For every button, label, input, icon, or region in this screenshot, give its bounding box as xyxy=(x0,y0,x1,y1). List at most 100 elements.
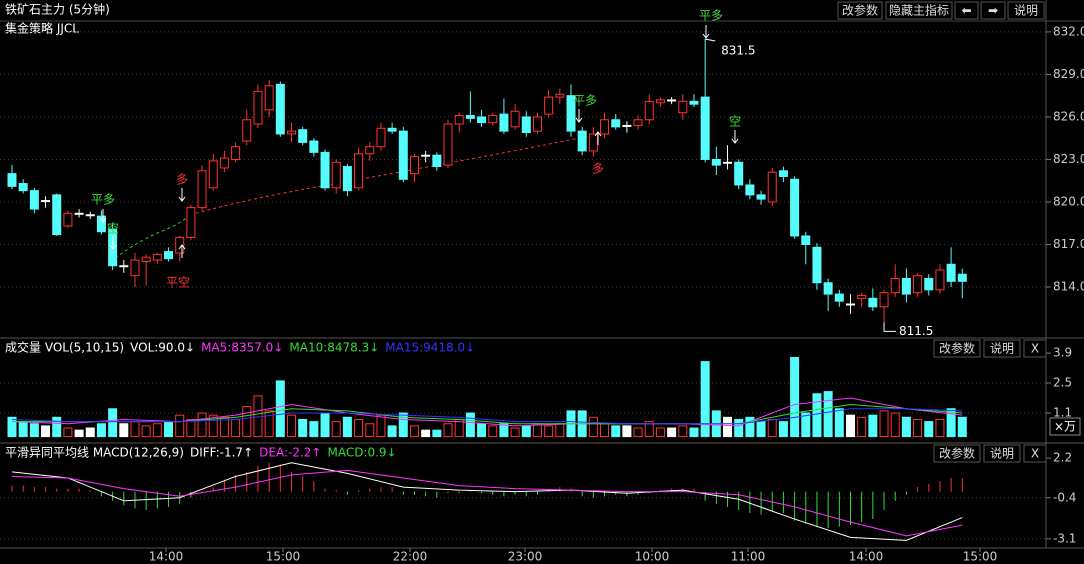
volume-bar xyxy=(342,416,352,438)
candle-body xyxy=(96,215,106,233)
y-tick-label: 826.0 xyxy=(1053,109,1084,123)
candle-body xyxy=(689,100,699,105)
volume-bar xyxy=(152,423,162,438)
volume-bar xyxy=(387,425,397,438)
signal-arrow xyxy=(99,209,107,223)
candle-body xyxy=(745,184,755,196)
volume-bar xyxy=(52,416,62,438)
signal-label: 平多 xyxy=(573,94,597,108)
pane-button[interactable] xyxy=(933,339,981,358)
indicator-line xyxy=(11,469,963,537)
volume-bar xyxy=(477,423,487,438)
indicator-title: 集金策略 JJCL xyxy=(5,21,79,36)
candle-body xyxy=(879,292,889,308)
toolbar-button-label[interactable]: 隐藏主指标 xyxy=(889,3,949,18)
candle-body xyxy=(74,212,84,215)
volume-bar xyxy=(331,421,341,438)
pane-button-label[interactable]: 改参数 xyxy=(939,341,975,356)
toolbar-button-label[interactable]: ⬅ xyxy=(961,4,971,18)
legend-entry: DEA:-2.2↑ xyxy=(259,446,321,460)
candle-body xyxy=(387,127,397,132)
volume-bar xyxy=(655,427,665,438)
volume-bar xyxy=(857,416,867,438)
pane-button[interactable] xyxy=(983,339,1021,358)
pane-button-label[interactable]: 说明 xyxy=(990,341,1014,356)
pane-button[interactable] xyxy=(1023,444,1047,463)
candle-body xyxy=(52,194,62,236)
trend-line xyxy=(189,135,591,216)
volume-bar xyxy=(846,414,855,438)
candle-body xyxy=(41,200,51,203)
candle-body xyxy=(588,133,598,152)
volume-bar xyxy=(510,427,520,438)
candle-body xyxy=(119,265,129,268)
max-label: 831.5 xyxy=(721,44,755,58)
volume-bar xyxy=(588,416,598,438)
candle-body xyxy=(298,129,308,143)
candle-body xyxy=(600,119,610,135)
candle-body xyxy=(141,256,151,262)
max-pointer xyxy=(705,38,716,42)
volume-bar xyxy=(242,406,252,438)
pane-button[interactable] xyxy=(933,444,981,463)
x-tick-label: 11:00 xyxy=(731,550,766,564)
candle-body xyxy=(790,178,800,237)
volume-bar xyxy=(812,393,822,438)
volume-bar xyxy=(823,391,833,438)
candle-body xyxy=(611,119,621,128)
candle-body xyxy=(488,115,498,124)
volume-bar xyxy=(544,425,554,438)
pane-button[interactable] xyxy=(983,444,1021,463)
y-tick-label: -0.4 xyxy=(1053,490,1076,504)
volume-bar xyxy=(208,414,218,438)
toolbar-button[interactable] xyxy=(1007,1,1045,20)
pane-button[interactable] xyxy=(1023,339,1047,358)
volume-bar xyxy=(734,418,744,438)
candle-body xyxy=(555,93,565,98)
header-bg xyxy=(0,339,1046,357)
volume-bar xyxy=(85,427,95,438)
candle-body xyxy=(63,212,73,227)
candle-body xyxy=(890,277,900,294)
volume-bar xyxy=(309,421,319,438)
pane-button-label[interactable]: 说明 xyxy=(990,446,1014,461)
candle-body xyxy=(901,277,911,295)
toolbar-button[interactable] xyxy=(954,1,979,20)
pane-button-label[interactable]: 改参数 xyxy=(939,446,975,461)
volume-bar xyxy=(790,356,800,438)
candle-body xyxy=(85,214,95,217)
candle-body xyxy=(801,235,811,245)
y-tick-label: 820.0 xyxy=(1053,194,1084,208)
toolbar-button[interactable] xyxy=(885,1,953,20)
pane-button-label[interactable]: X xyxy=(1031,342,1039,356)
candle-body xyxy=(510,110,520,128)
candle-body xyxy=(577,130,587,152)
candle-body xyxy=(309,140,319,153)
toolbar-button-label[interactable]: 改参数 xyxy=(842,3,878,18)
volume-bar xyxy=(834,408,844,438)
candle-body xyxy=(532,116,542,132)
signal-label: 平多 xyxy=(699,9,723,23)
candle-body xyxy=(29,190,39,210)
legend-entry: DIFF:-1.7↑ xyxy=(190,446,253,460)
toolbar-button[interactable] xyxy=(837,1,883,20)
volume-bar xyxy=(488,425,498,438)
candle-body xyxy=(465,115,475,119)
x-tick-label: 23:00 xyxy=(508,550,543,564)
toolbar-button[interactable] xyxy=(980,1,1006,20)
volume-bar xyxy=(801,412,811,438)
legend-entry: 成交量 VOL(5,10,15) xyxy=(5,340,124,355)
indicator-line xyxy=(11,462,963,541)
candle-body xyxy=(622,124,632,127)
candle-body xyxy=(376,127,386,148)
toolbar-button-label[interactable]: 说明 xyxy=(1014,3,1038,18)
toolbar-button-label[interactable]: ➡ xyxy=(988,4,998,18)
volume-bar xyxy=(756,421,766,438)
volume-bar xyxy=(611,425,621,438)
pane-button-label[interactable]: X xyxy=(1031,447,1039,461)
header-bg xyxy=(0,444,1046,462)
volume-bar xyxy=(264,410,274,438)
candle-body xyxy=(834,293,844,302)
